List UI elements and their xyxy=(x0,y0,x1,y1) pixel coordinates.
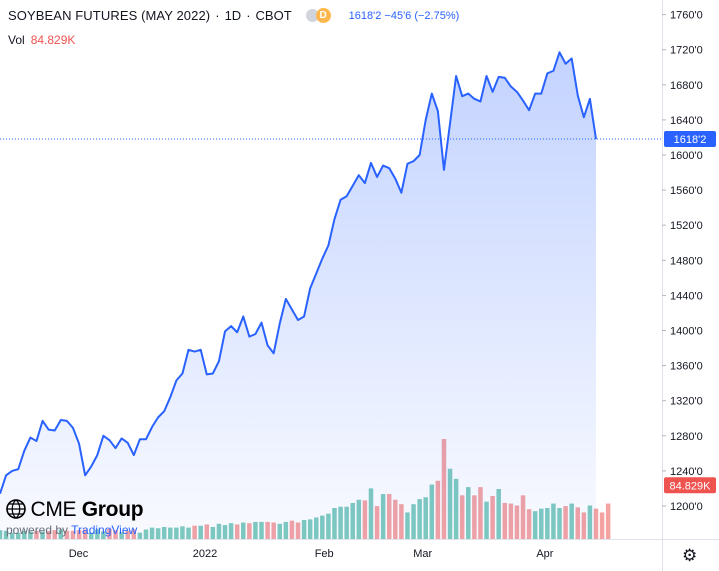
time-axis[interactable]: Dec 2022 Feb Mar Apr xyxy=(69,548,554,560)
price-tick-label: 1640'0 xyxy=(670,115,703,127)
price-tick-label: 1520'0 xyxy=(670,220,703,232)
price-tick-label: 1760'0 xyxy=(670,10,703,22)
price-tick-label: 1680'0 xyxy=(670,80,703,92)
symbol-title[interactable]: SOYBEAN FUTURES (MAY 2022) xyxy=(8,8,211,23)
price-tick-label: 1720'0 xyxy=(670,45,703,57)
chart-legend: SOYBEAN FUTURES (MAY 2022) · 1D · CBOT D… xyxy=(8,8,459,23)
cme-brand: CME Group xyxy=(6,498,144,522)
volume-label: Vol xyxy=(8,33,25,47)
volume-bar xyxy=(605,503,611,539)
tradingview-link[interactable]: TradingView xyxy=(71,523,138,537)
price-axis[interactable]: 1200'0 1240'0 1280'0 1320'0 1360'0 1400'0 1440… xyxy=(662,10,703,513)
last-price-badge: 1618'2 xyxy=(664,131,716,147)
price-tick-label: 1360'0 xyxy=(670,361,703,373)
price-tick-label: 1560'0 xyxy=(670,185,703,197)
legend-separator: · xyxy=(215,8,220,23)
price-line xyxy=(0,51,597,495)
exchange-label: CBOT xyxy=(255,8,292,23)
price-area xyxy=(0,52,596,539)
price-tick-label: 1200'0 xyxy=(670,501,703,513)
volume-value: 84.829K xyxy=(30,33,76,47)
price-tick-label: 1320'0 xyxy=(670,396,703,408)
price-tick-label: 1600'0 xyxy=(670,150,703,162)
brand-name-cme: CME xyxy=(30,498,82,521)
price-tick-label: 1240'0 xyxy=(670,466,703,478)
price-tick-label: 1480'0 xyxy=(670,255,703,267)
price-tick-label: 1400'0 xyxy=(670,326,703,338)
last-volume-label: 84.829K xyxy=(670,480,712,492)
brand-name-group: Group xyxy=(81,498,144,521)
powered-by-label: powered by xyxy=(6,523,72,537)
volume-bar xyxy=(599,512,605,539)
time-tick-label: 2022 xyxy=(193,548,217,560)
price-tick-label: 1280'0 xyxy=(670,431,703,443)
gear-icon[interactable]: ⚙ xyxy=(682,546,698,565)
time-tick-label: Mar xyxy=(413,548,432,560)
last-price-label: 1618'2 xyxy=(674,134,707,146)
price-change-quote: 1618'2 −45'6 (−2.75%) xyxy=(348,9,460,22)
delayed-data-badge[interactable]: D xyxy=(315,8,331,23)
time-tick-label: Apr xyxy=(536,548,553,560)
cme-globe-icon xyxy=(6,499,26,519)
legend-separator: · xyxy=(246,8,251,23)
market-status-dot-icon xyxy=(305,9,319,22)
interval-label[interactable]: 1D xyxy=(224,8,242,23)
cme-group-logo[interactable]: CME Group powered by TradingView xyxy=(6,498,144,537)
time-tick-label: Dec xyxy=(69,548,89,560)
powered-by: powered by TradingView xyxy=(6,523,143,537)
price-tick-label: 1440'0 xyxy=(670,290,703,302)
volume-legend: Vol 84.829K xyxy=(8,33,75,47)
last-volume-badge: 84.829K xyxy=(664,477,716,494)
time-tick-label: Feb xyxy=(315,548,334,560)
